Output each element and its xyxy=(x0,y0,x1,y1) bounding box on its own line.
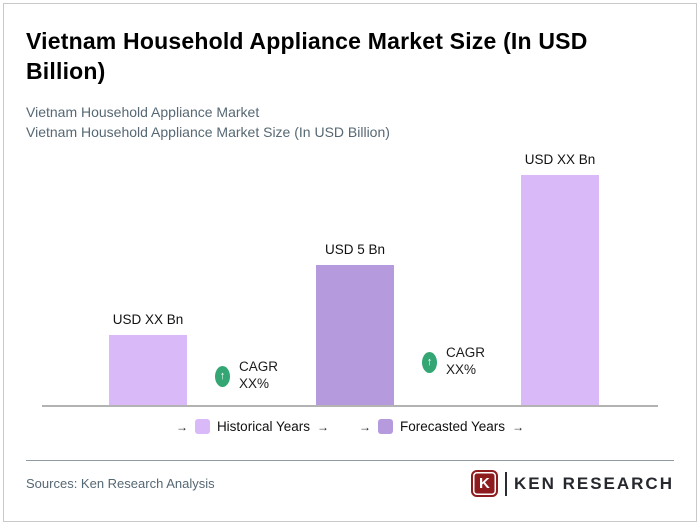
arrow-right-icon: → xyxy=(358,419,371,434)
cagr-annotation-1: ↑ CAGR XX% xyxy=(215,359,278,393)
arrow-up-icon: ↑ xyxy=(422,351,437,373)
bar-chart: USD XX Bn USD 5 Bn USD XX Bn ↑ CAGR XX% … xyxy=(26,149,674,408)
sources-text: Sources: Ken Research Analysis xyxy=(26,476,215,492)
legend-swatch-forecasted xyxy=(377,419,393,435)
arrow-right-icon: → xyxy=(175,419,188,434)
ken-research-logo: K KEN RESEARCH xyxy=(470,470,674,498)
cagr-text: CAGR XX% xyxy=(239,359,278,393)
logo-wordmark: KEN RESEARCH xyxy=(513,473,674,493)
bar-historical xyxy=(109,335,187,406)
bar-value-label: USD 5 Bn xyxy=(324,242,386,258)
logo-separator xyxy=(504,471,507,496)
ken-research-k-icon: K xyxy=(470,470,498,498)
legend-item-forecasted: → Forecasted Years → xyxy=(358,419,525,435)
report-card: Vietnam Household Appliance Market Size … xyxy=(3,3,697,522)
arrow-up-glyph: ↑ xyxy=(426,355,433,368)
bar-group-base-year: USD 5 Bn xyxy=(316,242,394,406)
cagr-label: CAGR xyxy=(446,345,486,361)
arrow-up-icon: ↑ xyxy=(215,365,230,387)
legend-label: Forecasted Years xyxy=(399,419,506,435)
cagr-label: CAGR xyxy=(239,359,279,375)
bar-group-forecasted: USD XX Bn xyxy=(521,152,599,406)
arrow-right-icon: → xyxy=(316,419,329,434)
cagr-text: CAGR XX% xyxy=(446,345,485,379)
arrow-up-glyph: ↑ xyxy=(219,369,226,382)
chart-subtitle: Vietnam Household Appliance Market Vietn… xyxy=(26,102,674,143)
bar-value-label: USD XX Bn xyxy=(524,152,596,168)
subtitle-line-2: Vietnam Household Appliance Market Size … xyxy=(26,124,390,141)
x-axis-line xyxy=(42,405,658,408)
cagr-value: XX% xyxy=(239,376,270,392)
chart-legend: → Historical Years → → Forecasted Years … xyxy=(26,419,674,435)
footer: Sources: Ken Research Analysis K KEN RES… xyxy=(26,460,674,498)
cagr-value: XX% xyxy=(446,362,477,378)
legend-item-historical: → Historical Years → xyxy=(175,419,329,435)
subtitle-line-1: Vietnam Household Appliance Market xyxy=(26,103,260,120)
legend-swatch-historical xyxy=(194,419,210,435)
bar-forecasted xyxy=(521,175,599,406)
bar-base-year xyxy=(316,265,394,406)
legend-label: Historical Years xyxy=(216,419,310,435)
bar-value-label: USD XX Bn xyxy=(112,312,184,328)
arrow-right-icon: → xyxy=(512,419,525,434)
page-title: Vietnam Household Appliance Market Size … xyxy=(26,28,588,85)
cagr-annotation-2: ↑ CAGR XX% xyxy=(422,345,485,379)
bar-group-historical: USD XX Bn xyxy=(109,312,187,406)
